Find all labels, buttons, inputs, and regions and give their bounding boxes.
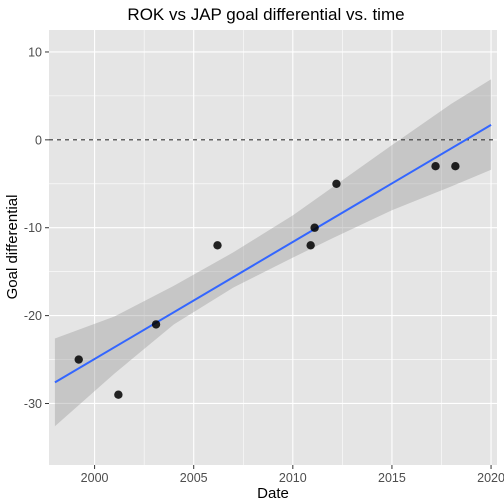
- data-point: [213, 241, 222, 250]
- data-point: [114, 390, 123, 399]
- data-point: [431, 162, 440, 171]
- data-point: [332, 179, 341, 188]
- x-axis-title: Date: [257, 485, 289, 502]
- y-tick-label: -30: [24, 397, 42, 411]
- x-tick-label: 2010: [279, 471, 307, 485]
- x-tick-label: 2020: [477, 471, 504, 485]
- y-tick-label: -20: [24, 309, 42, 323]
- data-point: [306, 241, 315, 250]
- grid-lines: [49, 30, 497, 465]
- data-point: [74, 355, 83, 364]
- y-tick-label: 10: [28, 45, 42, 59]
- x-axis: 2000 2005 2010 2015 2020: [81, 465, 504, 485]
- data-point: [151, 320, 161, 329]
- x-tick-label: 2015: [378, 471, 406, 485]
- plot-panel: [49, 30, 497, 465]
- y-axis: 10 0 -10 -20 -30: [24, 45, 49, 411]
- x-tick-label: 2000: [81, 471, 109, 485]
- trend-line: [54, 124, 492, 384]
- y-tick-label: 0: [35, 133, 42, 147]
- y-axis-title: Goal differential: [4, 195, 21, 300]
- y-tick-label: -10: [24, 221, 42, 235]
- chart-title: ROK vs JAP goal differential vs. time: [127, 5, 404, 24]
- data-point: [310, 223, 319, 232]
- data-points: [74, 162, 460, 399]
- x-tick-label: 2005: [180, 471, 208, 485]
- data-point: [451, 162, 460, 171]
